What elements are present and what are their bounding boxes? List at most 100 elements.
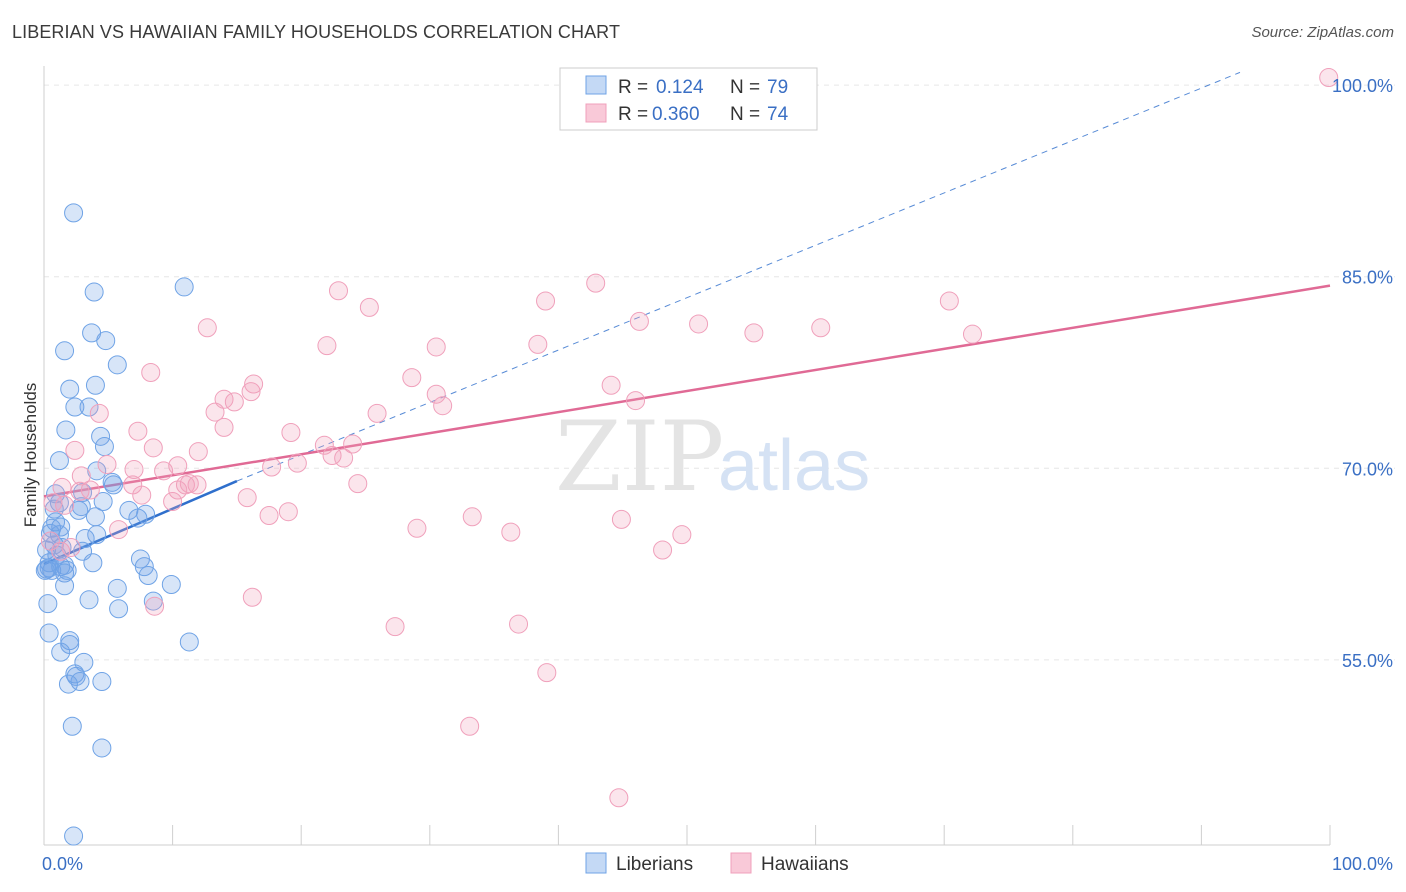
axes <box>43 66 1331 846</box>
liberian-point-55 <box>107 578 127 598</box>
liberian-point-4 <box>96 331 116 351</box>
hawaiian-point-58 <box>55 495 75 515</box>
liberian-point-12 <box>91 426 111 446</box>
hawaiian-point-60 <box>259 506 279 526</box>
liberian-point-68 <box>66 666 86 686</box>
hawaiian-point-25 <box>89 403 109 423</box>
hawaiian-point-22 <box>224 392 244 412</box>
bottom-legend-label-hawaiians: Hawaiians <box>761 854 849 875</box>
legend-r-label-liberians: R = <box>618 77 648 98</box>
hawaiian-point-68 <box>51 541 71 561</box>
liberian-point-14 <box>49 451 69 471</box>
hawaiian-point-1 <box>586 273 606 293</box>
hawaiian-point-63 <box>407 518 427 538</box>
hawaiian-point-69 <box>61 537 81 557</box>
hawaiian-point-37 <box>322 446 342 465</box>
watermark-zip: ZIP <box>555 401 724 513</box>
bottom-legend-swatch-hawaiians <box>730 852 752 874</box>
legend-r-label-hawaiians: R = <box>618 104 648 125</box>
liberian-point-11 <box>56 420 76 440</box>
hawaiian-point-6 <box>629 311 649 331</box>
liberian-point-5 <box>55 341 75 361</box>
hawaiian-point-33 <box>143 438 163 458</box>
hawaiian-point-2 <box>328 281 348 301</box>
y-tick-label-3: 100.0% <box>1332 76 1393 96</box>
hawaiian-point-64 <box>501 522 521 542</box>
liberian-point-28 <box>128 508 148 528</box>
hawaiian-point-17 <box>244 374 264 394</box>
y-tick-labels: 55.0% 70.0% 85.0% 100.0% <box>1332 76 1393 671</box>
hawaiian-point-8 <box>197 318 217 338</box>
liberian-point-63 <box>179 632 199 652</box>
y-axis-label: Family Households <box>21 383 40 528</box>
liberian-point-61 <box>39 623 59 643</box>
hawaiian-point-35 <box>65 440 85 460</box>
hawaiian-point-62 <box>611 509 631 529</box>
y-tick-label-1: 70.0% <box>1342 459 1393 479</box>
hawaiian-point-59 <box>278 502 298 522</box>
liberian-trend-line <box>43 479 238 566</box>
hawaiian-point-34 <box>188 442 208 462</box>
grid-lines <box>44 84 1395 661</box>
hawaiian-point-11 <box>962 324 982 344</box>
hawaiian-point-30 <box>281 423 301 443</box>
liberian-point-71 <box>58 674 78 694</box>
hawaiian-point-4 <box>359 297 379 317</box>
hawaiian-point-61 <box>462 507 482 527</box>
y-tick-label-0: 55.0% <box>1342 651 1393 671</box>
hawaiian-point-38 <box>334 448 354 468</box>
liberian-point-24 <box>69 500 89 520</box>
hawaiian-point-66 <box>672 525 692 545</box>
liberian-point-1 <box>84 282 104 302</box>
y-tick-label-2: 85.0% <box>1342 268 1393 288</box>
liberian-point-6 <box>107 355 127 375</box>
hawaiian-point-70 <box>653 540 673 560</box>
trend-lines <box>43 71 1331 566</box>
chart-title: LIBERIAN VS HAWAIIAN FAMILY HOUSEHOLDS C… <box>12 22 621 42</box>
hawaiian-point-31 <box>314 435 334 455</box>
liberian-point-72 <box>62 716 82 736</box>
liberian-point-13 <box>94 437 114 457</box>
series-legend: Liberians Hawaiians <box>585 852 849 875</box>
liberian-point-33 <box>87 525 107 545</box>
hawaiian-point-36 <box>287 453 307 473</box>
liberian-point-41 <box>83 553 103 573</box>
hawaiian-point-50 <box>168 480 188 500</box>
liberian-point-54 <box>161 574 181 594</box>
hawaiian-point-39 <box>262 457 282 477</box>
hawaiian-point-56 <box>237 488 257 508</box>
hawaiian-point-47 <box>187 475 207 495</box>
watermark-atlas: atlas <box>718 426 870 506</box>
x-tick-label-1: 100.0% <box>1332 854 1393 874</box>
liberian-point-69 <box>92 672 112 692</box>
liberian-point-0 <box>64 203 84 223</box>
liberian-point-27 <box>85 507 105 527</box>
legend-r-value-hawaiians: 0.360 <box>652 104 700 125</box>
liberian-point-7 <box>60 379 80 399</box>
liberian-point-2 <box>174 277 194 297</box>
hawaiian-point-19 <box>241 382 261 402</box>
x-tick-labels: 0.0% 100.0% <box>42 854 1393 874</box>
hawaiian-point-77 <box>609 788 629 808</box>
legend-r-value-liberians: 0.124 <box>656 77 704 98</box>
hawaiian-point-57 <box>43 493 63 513</box>
liberian-point-8 <box>85 375 105 395</box>
liberian-point-17 <box>103 475 123 495</box>
hawaiian-point-0 <box>1319 67 1339 87</box>
hawaiian-point-20 <box>426 384 446 404</box>
bottom-legend-swatch-liberians <box>585 852 607 874</box>
hawaiian-point-48 <box>80 480 100 500</box>
liberian-point-21 <box>49 493 69 513</box>
liberian-point-10 <box>79 397 99 417</box>
hawaiian-point-65 <box>109 520 129 540</box>
liberian-point-57 <box>79 590 99 610</box>
hawaiian-point-67 <box>40 531 60 551</box>
liberian-point-56 <box>55 576 75 596</box>
hawaiian-point-44 <box>71 466 91 486</box>
watermark: ZIP atlas <box>555 401 870 513</box>
hawaiian-point-29 <box>128 421 148 441</box>
legend-swatch-hawaiians <box>585 103 607 123</box>
hawaiian-point-42 <box>154 461 174 481</box>
legend-swatch-liberians <box>585 75 607 95</box>
hawaiian-point-12 <box>317 336 337 356</box>
